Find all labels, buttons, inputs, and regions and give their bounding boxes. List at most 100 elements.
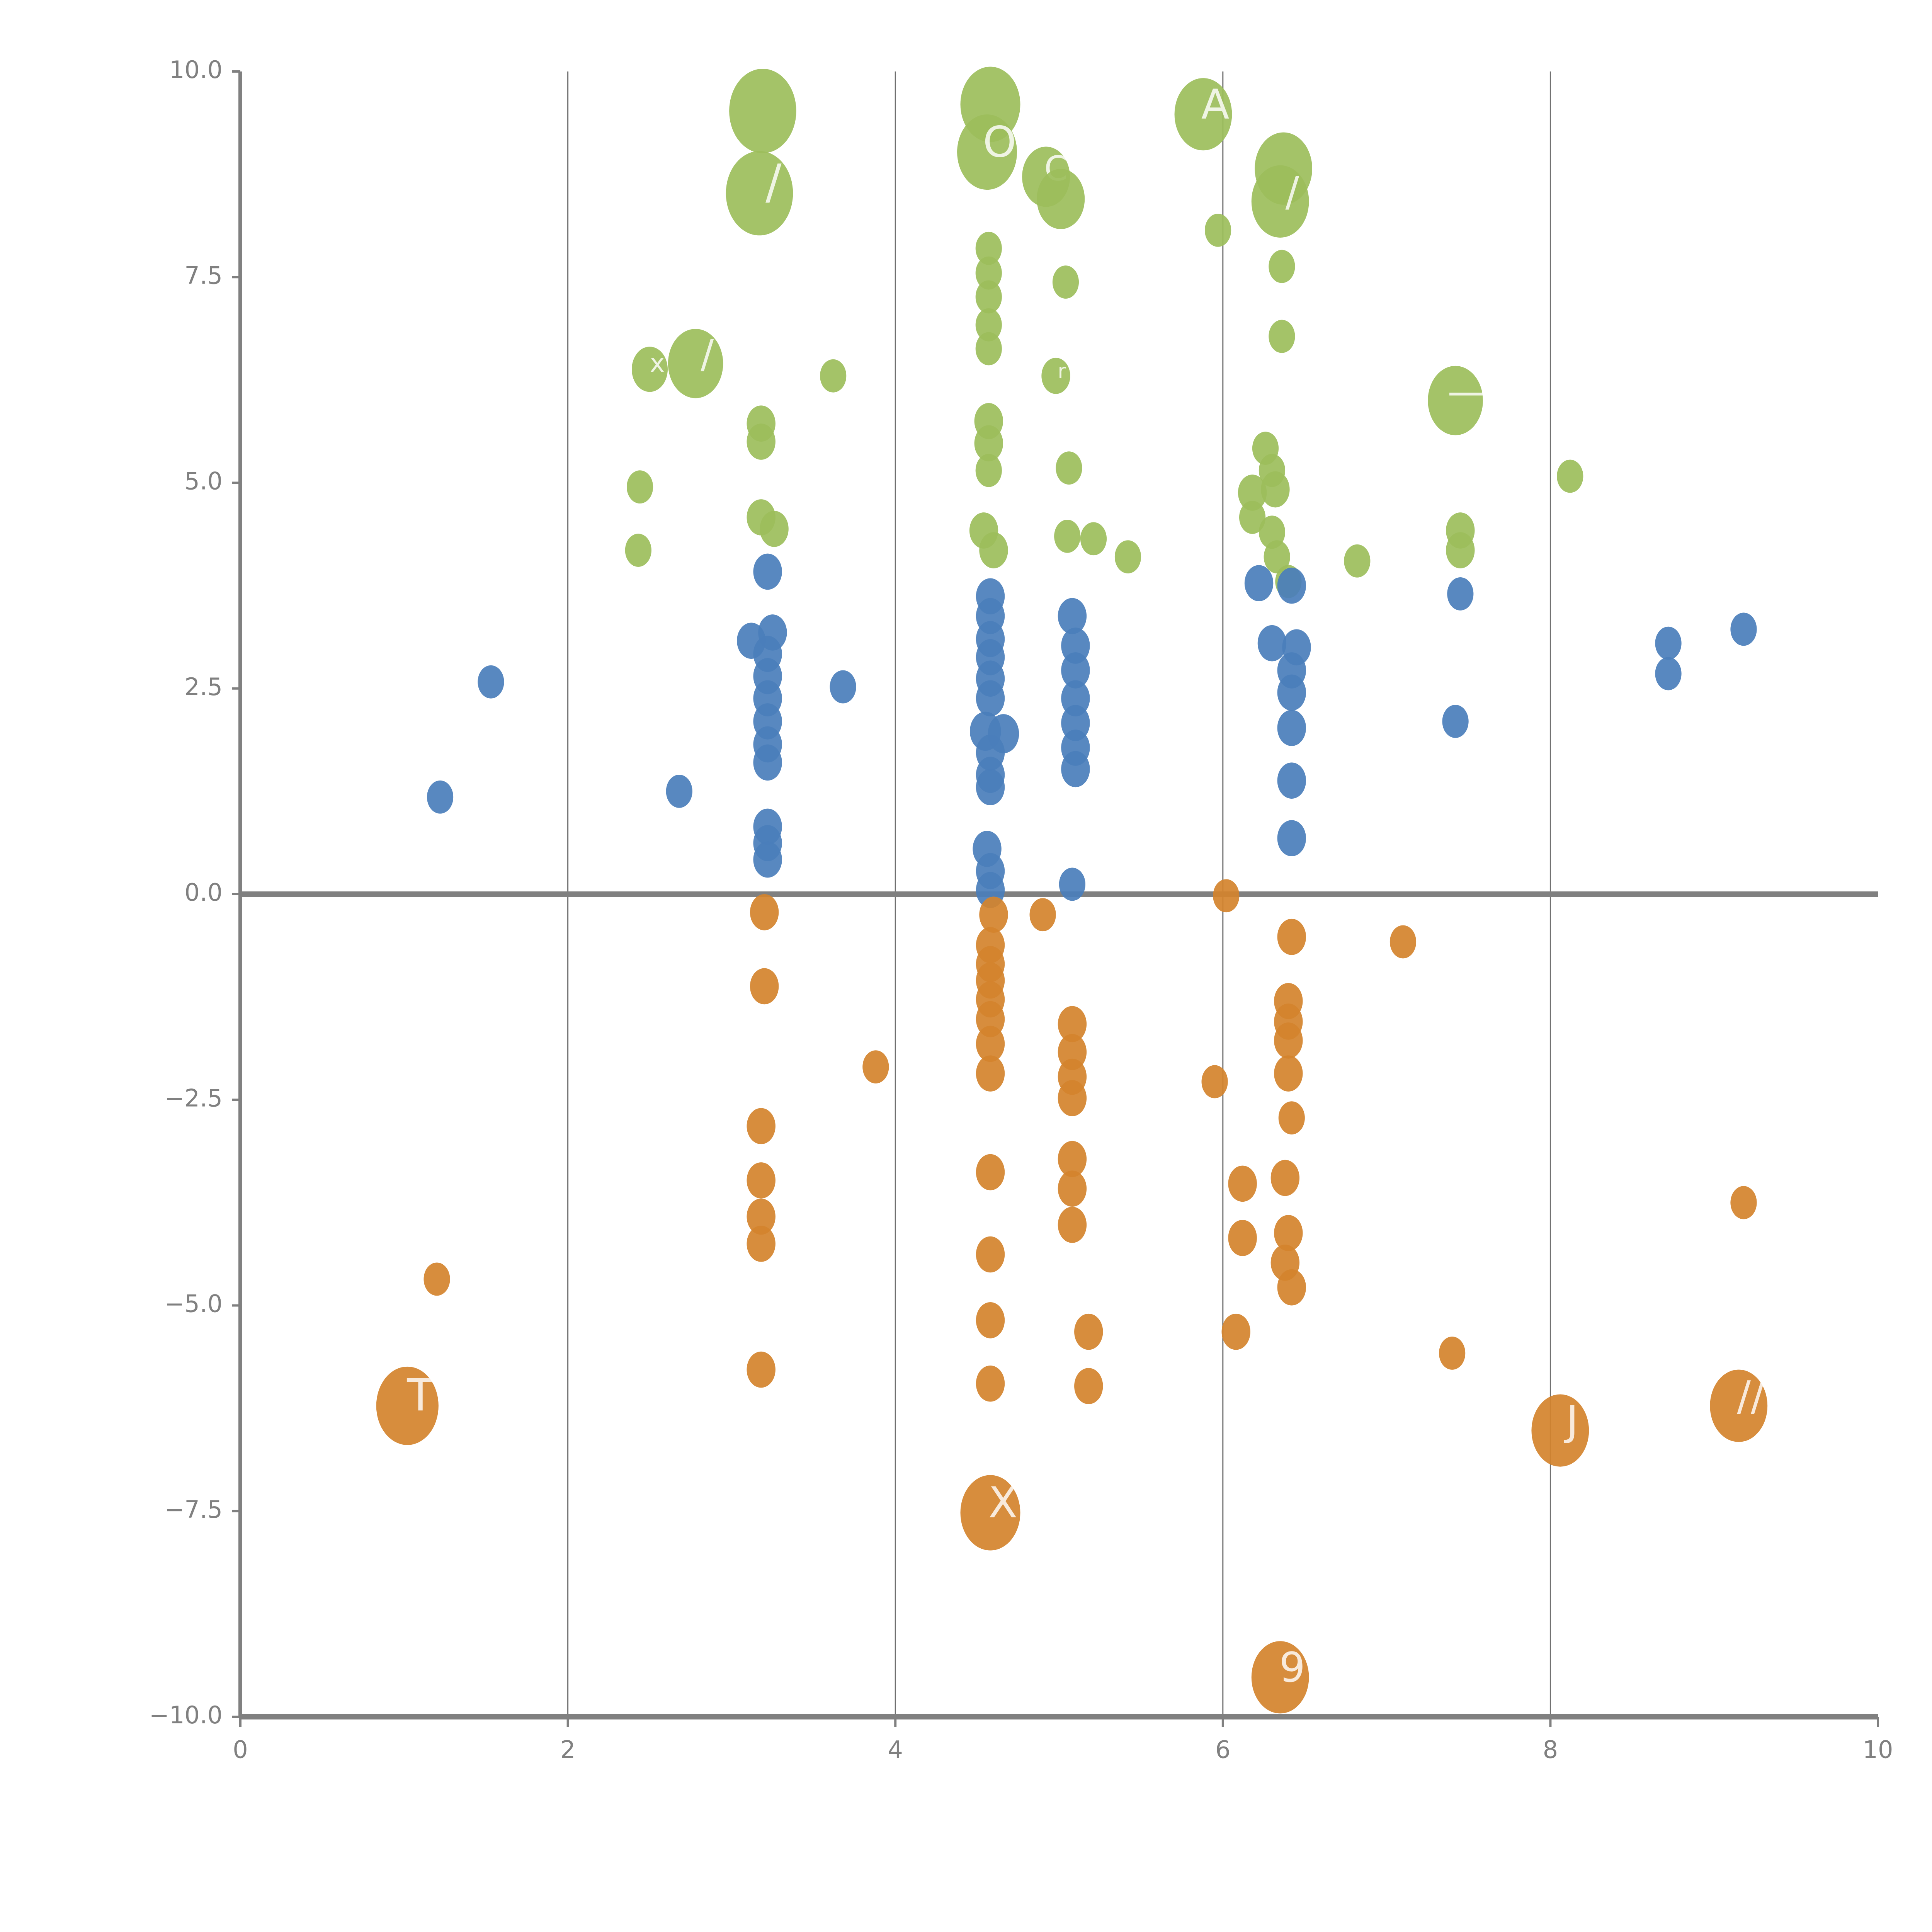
data-point[interactable] <box>975 280 1002 314</box>
data-point[interactable] <box>1269 320 1295 353</box>
data-point[interactable] <box>975 332 1002 366</box>
data-point[interactable] <box>979 532 1008 568</box>
data-point[interactable] <box>1029 898 1056 932</box>
data-point[interactable] <box>747 1108 776 1145</box>
data-point[interactable] <box>423 1262 450 1296</box>
data-point[interactable] <box>975 308 1002 342</box>
data-point[interactable] <box>1278 1101 1305 1134</box>
data-point[interactable] <box>1344 544 1371 578</box>
data-point[interactable] <box>753 744 782 781</box>
data-point[interactable] <box>747 423 776 460</box>
data-point[interactable] <box>1061 751 1090 787</box>
data-point[interactable] <box>1277 710 1306 746</box>
data-point[interactable] <box>750 968 779 1005</box>
data-point[interactable] <box>1264 540 1290 574</box>
data-point[interactable] <box>1277 674 1306 711</box>
data-point[interactable] <box>1274 1215 1303 1251</box>
data-point[interactable] <box>1389 925 1417 959</box>
data-point[interactable] <box>750 894 779 930</box>
data-point[interactable] <box>1058 1170 1087 1207</box>
data-point[interactable] <box>1655 626 1682 660</box>
data-point[interactable] <box>1270 1160 1300 1196</box>
data-point[interactable] <box>975 454 1002 487</box>
data-point[interactable] <box>976 1026 1005 1062</box>
data-point[interactable] <box>862 1050 889 1083</box>
data-point[interactable] <box>753 553 782 590</box>
data-point[interactable] <box>1052 265 1079 299</box>
data-point[interactable] <box>1447 577 1474 611</box>
data-point[interactable] <box>976 1236 1005 1273</box>
data-point[interactable] <box>753 841 782 878</box>
data-point[interactable] <box>747 1351 776 1388</box>
data-point[interactable] <box>478 665 504 699</box>
data-point[interactable] <box>976 1302 1005 1338</box>
data-point[interactable] <box>1251 1641 1309 1714</box>
data-point[interactable] <box>1058 1207 1087 1243</box>
data-point[interactable] <box>668 329 723 398</box>
data-point[interactable] <box>974 425 1003 462</box>
data-point[interactable] <box>1054 519 1081 553</box>
data-point[interactable] <box>1228 1220 1257 1256</box>
data-point[interactable] <box>729 68 796 153</box>
data-point[interactable] <box>1730 1186 1757 1219</box>
data-point[interactable] <box>1244 565 1274 602</box>
data-point[interactable] <box>747 1226 776 1262</box>
data-point[interactable] <box>1257 625 1287 662</box>
data-point[interactable] <box>1277 1269 1306 1306</box>
data-point[interactable] <box>1277 820 1306 857</box>
data-point[interactable] <box>747 1198 776 1235</box>
data-point[interactable] <box>1221 1313 1250 1350</box>
data-point[interactable] <box>626 470 653 504</box>
data-point[interactable] <box>1439 1337 1466 1370</box>
data-point[interactable] <box>1041 357 1070 394</box>
data-point[interactable] <box>976 1055 1005 1092</box>
data-point[interactable] <box>976 1365 1005 1402</box>
data-point[interactable] <box>427 780 454 814</box>
data-point[interactable] <box>1213 879 1240 913</box>
data-point[interactable] <box>1201 1065 1228 1099</box>
data-point[interactable] <box>1059 867 1086 901</box>
data-point[interactable] <box>1056 451 1082 485</box>
data-point[interactable] <box>666 774 692 808</box>
data-point[interactable] <box>976 769 1005 806</box>
data-point[interactable] <box>1074 1313 1103 1350</box>
data-point[interactable] <box>1428 366 1483 435</box>
data-point[interactable] <box>1061 652 1090 689</box>
data-point[interactable] <box>1204 213 1231 247</box>
data-point[interactable] <box>1251 165 1309 238</box>
data-point[interactable] <box>1114 540 1141 574</box>
data-point[interactable] <box>1261 471 1290 508</box>
data-point[interactable] <box>1080 522 1107 556</box>
data-point[interactable] <box>1037 168 1085 229</box>
data-point[interactable] <box>1277 567 1306 604</box>
data-point[interactable] <box>1274 1055 1303 1092</box>
data-point[interactable] <box>1531 1394 1589 1467</box>
data-point[interactable] <box>1655 657 1682 690</box>
data-point[interactable] <box>1269 250 1295 283</box>
data-point[interactable] <box>960 1475 1020 1551</box>
data-point[interactable] <box>1058 1006 1087 1043</box>
data-point[interactable] <box>1238 474 1267 511</box>
data-point[interactable] <box>976 680 1005 717</box>
data-point[interactable] <box>1446 532 1475 568</box>
data-point[interactable] <box>976 1154 1005 1190</box>
data-point[interactable] <box>1710 1369 1768 1442</box>
data-point[interactable] <box>830 670 856 704</box>
data-point[interactable] <box>975 231 1002 265</box>
data-point[interactable] <box>1074 1368 1103 1404</box>
data-point[interactable] <box>1557 459 1583 493</box>
data-point[interactable] <box>1274 1022 1303 1059</box>
data-point[interactable] <box>760 510 789 547</box>
data-point[interactable] <box>376 1366 439 1445</box>
data-point[interactable] <box>820 359 847 393</box>
data-point[interactable] <box>1277 918 1306 955</box>
data-point[interactable] <box>1442 705 1469 738</box>
data-point[interactable] <box>1239 501 1266 534</box>
data-point[interactable] <box>1228 1165 1257 1202</box>
data-point[interactable] <box>632 347 668 392</box>
data-point[interactable] <box>1730 612 1757 646</box>
data-point[interactable] <box>726 151 793 236</box>
data-point[interactable] <box>957 114 1017 190</box>
data-point[interactable] <box>1058 1141 1087 1177</box>
data-point[interactable] <box>625 534 651 567</box>
